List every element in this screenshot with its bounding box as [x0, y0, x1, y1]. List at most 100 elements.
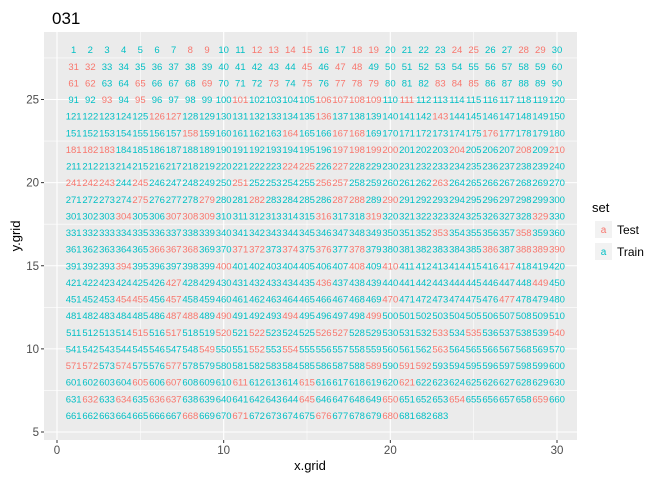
data-label-train: 675 [299, 411, 315, 422]
data-label-train: 606 [149, 378, 165, 389]
data-label-train: 404 [282, 261, 298, 272]
data-label-train: 356 [482, 228, 498, 239]
data-label-train: 194 [282, 145, 298, 156]
data-label-train: 557 [332, 344, 348, 355]
data-label-train: 144 [449, 112, 465, 123]
data-label-train: 476 [482, 295, 498, 306]
data-label-train: 74 [285, 78, 296, 89]
data-label-test: 24 [452, 45, 463, 56]
data-label-train: 551 [232, 344, 248, 355]
data-label-train: 110 [383, 95, 398, 106]
data-label-train: 620 [382, 378, 398, 389]
data-label-train: 629 [532, 378, 548, 389]
data-label-train: 178 [516, 128, 532, 139]
data-label-train: 137 [332, 112, 348, 123]
data-label-train: 205 [466, 145, 482, 156]
data-label-train: 424 [116, 278, 132, 289]
legend-key-glyph: a [601, 247, 607, 258]
data-label-train: 207 [499, 145, 515, 156]
data-label-train: 516 [149, 328, 165, 339]
data-label-train: 76 [318, 78, 329, 89]
data-label-train: 58 [518, 62, 529, 73]
data-label-test: 95 [135, 95, 146, 106]
data-label-train: 234 [449, 162, 465, 173]
data-label-train: 255 [299, 178, 315, 189]
data-label-test: 307 [166, 211, 182, 222]
data-label-train: 118 [516, 95, 531, 106]
data-label-train: 52 [418, 62, 429, 73]
data-label-train: 254 [282, 178, 298, 189]
data-label-test: 577 [166, 361, 182, 372]
data-label-train: 265 [466, 178, 482, 189]
data-label-test: 224 [282, 162, 298, 173]
data-label-test: 591 [399, 361, 415, 372]
data-label-train: 320 [382, 211, 398, 222]
data-label-test: 605 [132, 378, 148, 389]
data-label-train: 1 [71, 45, 76, 56]
data-label-test: 494 [282, 311, 298, 322]
data-label-train: 653 [432, 394, 448, 405]
x-tick-label: 10 [217, 445, 230, 457]
data-label-train: 415 [466, 261, 482, 272]
y-axis: 5 10 15 20 25 [26, 95, 44, 439]
data-label-test: 427 [166, 278, 182, 289]
data-label-test: 275 [132, 195, 148, 206]
data-label-test: 540 [549, 328, 565, 339]
data-label-train: 440 [382, 278, 398, 289]
data-label-train: 133 [266, 112, 282, 123]
data-label-train: 153 [99, 128, 115, 139]
data-label-test: 197 [332, 145, 348, 156]
data-label-train: 266 [482, 178, 498, 189]
data-label-test: 490 [216, 311, 232, 322]
data-label-train: 209 [532, 145, 548, 156]
data-label-train: 658 [516, 394, 532, 405]
data-label-train: 10 [218, 45, 229, 56]
data-label-train: 641 [232, 394, 248, 405]
data-label-train: 581 [232, 361, 248, 372]
data-label-train: 186 [149, 145, 165, 156]
data-label-train: 269 [532, 178, 548, 189]
data-label-train: 229 [366, 162, 382, 173]
data-label-train: 599 [532, 361, 548, 372]
data-label-train: 23 [435, 45, 446, 56]
data-label-train: 583 [266, 361, 282, 372]
data-label-train: 452 [82, 295, 98, 306]
data-label-train: 523 [266, 328, 282, 339]
data-label-train: 387 [499, 245, 515, 256]
y-tick-label: 25 [26, 95, 39, 107]
data-label-train: 187 [166, 145, 182, 156]
legend-label-test: Test [617, 223, 640, 237]
data-label-train: 443 [432, 278, 448, 289]
data-label-test: 390 [549, 245, 565, 256]
data-label-train: 289 [366, 195, 382, 206]
data-label-test: 304 [116, 211, 132, 222]
data-label-train: 175 [466, 128, 482, 139]
data-label-test: 470 [382, 295, 398, 306]
data-label-train: 123 [99, 112, 115, 123]
data-label-train: 215 [132, 162, 148, 173]
data-label-train: 232 [416, 162, 432, 173]
data-label-train: 89 [535, 78, 546, 89]
data-label-train: 34 [118, 62, 129, 73]
data-label-train: 156 [149, 128, 165, 139]
data-label-train: 134 [282, 112, 298, 123]
data-label-train: 601 [66, 378, 82, 389]
data-label-train: 421 [66, 278, 82, 289]
data-label-train: 189 [199, 145, 215, 156]
data-label-test: 615 [299, 378, 315, 389]
data-label-train: 21 [402, 45, 413, 56]
data-label-test: 533 [432, 328, 448, 339]
data-label-test: 25 [468, 45, 479, 56]
data-label-train: 399 [199, 261, 215, 272]
data-label-train: 185 [132, 145, 148, 156]
data-label-train: 647 [332, 394, 348, 405]
data-label-train: 459 [199, 295, 215, 306]
data-label-train: 472 [416, 295, 432, 306]
data-label-train: 556 [316, 344, 332, 355]
data-label-train: 493 [266, 311, 282, 322]
data-label-train: 469 [366, 295, 382, 306]
data-label-train: 678 [349, 411, 365, 422]
data-label-train: 625 [466, 378, 482, 389]
data-label-train: 22 [418, 45, 429, 56]
data-label-test: 589 [366, 361, 382, 372]
